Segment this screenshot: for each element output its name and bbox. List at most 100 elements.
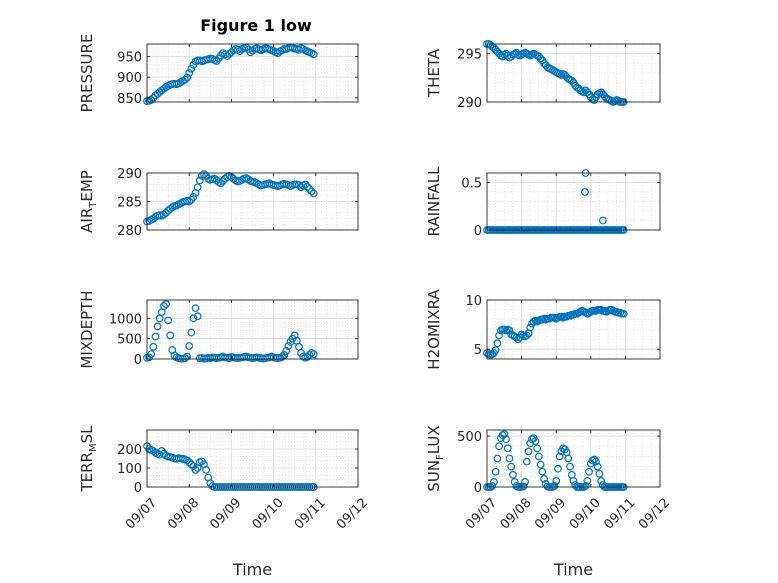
data-point	[181, 75, 189, 84]
data-point	[202, 466, 210, 474]
data-point	[593, 462, 602, 471]
data-point	[533, 444, 542, 453]
data-point	[183, 73, 191, 82]
y-axis-label: RAINFALL	[425, 166, 443, 237]
data-point	[185, 197, 194, 206]
data-point	[495, 442, 504, 451]
data-point	[187, 460, 196, 469]
axes-box	[486, 172, 661, 231]
data-point	[153, 322, 162, 331]
data-point	[244, 175, 253, 184]
data-point	[164, 316, 173, 325]
plot-area	[147, 300, 358, 359]
data-point	[149, 342, 158, 351]
y-tick-label: 290	[457, 96, 482, 111]
data-point	[619, 309, 628, 318]
subplot-4: 0 0.5 RAINFALL	[425, 166, 661, 239]
data-point	[507, 462, 516, 471]
y-tick-label: 290	[117, 167, 142, 182]
data-point	[162, 300, 170, 308]
data-point	[193, 183, 202, 192]
data-point	[191, 304, 200, 313]
data-point	[305, 351, 314, 359]
data-point	[550, 482, 559, 490]
subplot-1: 850 900 950 PRESSURE	[78, 34, 359, 112]
axes-box	[486, 43, 661, 103]
data-point	[599, 216, 607, 225]
data-point	[284, 342, 293, 350]
data-point	[185, 69, 194, 77]
y-tick-label: 280	[117, 224, 142, 239]
data-point	[540, 474, 548, 483]
y-tick-label: 500	[117, 333, 142, 348]
data-point	[219, 177, 227, 185]
axes-box	[146, 299, 359, 360]
y-tick-label: 5	[474, 343, 482, 358]
data-point	[595, 469, 604, 478]
data-point	[583, 476, 592, 485]
data-point	[200, 170, 208, 179]
data-point	[531, 437, 540, 446]
data-point	[509, 470, 517, 479]
axes-box	[486, 429, 661, 488]
data-point	[579, 88, 588, 97]
data-point	[147, 350, 156, 359]
y-axis-label: TERRMSL	[78, 425, 99, 493]
data-point	[303, 353, 312, 361]
data-point	[278, 353, 286, 361]
data-point	[564, 454, 573, 463]
data-point	[309, 350, 318, 359]
data-point	[500, 430, 509, 438]
x-axis-label: Time	[553, 560, 593, 579]
data-point	[189, 462, 198, 471]
data-point	[521, 478, 529, 486]
data-point	[191, 466, 200, 474]
data-point	[491, 346, 500, 355]
data-point	[301, 180, 310, 189]
data-point	[555, 452, 564, 461]
data-point	[493, 454, 502, 463]
y-tick-label: 900	[117, 71, 142, 86]
y-tick-label: 295	[457, 48, 482, 63]
data-point	[554, 464, 562, 473]
subplot-2: 290 295 THETA	[425, 40, 661, 111]
y-tick-label: 950	[117, 50, 142, 65]
data-point	[151, 332, 160, 341]
data-point	[597, 476, 606, 485]
data-point	[305, 185, 314, 193]
data-point	[183, 352, 191, 361]
data-point	[581, 188, 589, 196]
axes-box	[486, 299, 661, 360]
data-point	[290, 180, 299, 189]
axes-box	[146, 429, 359, 488]
data-point	[535, 452, 543, 461]
y-tick-label: 0	[474, 224, 482, 239]
y-tick-label: 0	[134, 353, 142, 368]
data-point	[159, 210, 168, 219]
data-point	[581, 482, 590, 490]
y-tick-label: 0	[474, 481, 482, 496]
data-point	[189, 193, 198, 201]
data-point	[216, 179, 225, 188]
y-tick-label: 0	[134, 481, 142, 496]
data-point	[491, 467, 500, 476]
y-tick-label: 100	[117, 462, 142, 477]
data-point	[183, 456, 191, 465]
data-point	[189, 314, 198, 323]
y-axis-label: SUNFLUX	[425, 425, 446, 491]
y-axis-label: H2OMIXRA	[425, 289, 443, 370]
data-point	[488, 482, 497, 490]
y-tick-label: 850	[117, 92, 142, 107]
data-point	[187, 64, 196, 73]
x-axis-label: Time	[232, 560, 272, 579]
data-point	[185, 458, 194, 467]
data-point	[538, 467, 547, 476]
data-point	[185, 342, 194, 350]
y-tick-label: 285	[117, 196, 142, 211]
y-axis-label: THETA	[425, 48, 443, 98]
data-point	[280, 351, 289, 359]
data-point	[566, 462, 574, 471]
data-point	[149, 93, 158, 102]
data-point	[309, 189, 318, 198]
